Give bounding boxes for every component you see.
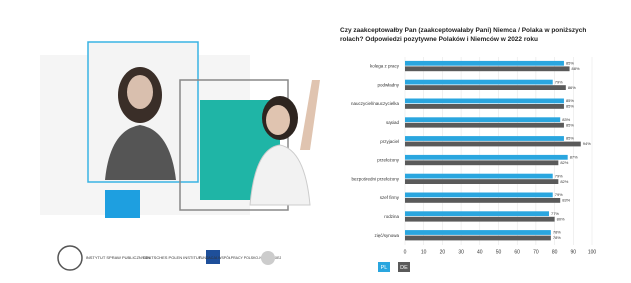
value-label: 85% [566, 98, 574, 103]
value-label: 79% [555, 173, 563, 178]
y-tick-label: sąsiad [386, 120, 400, 125]
y-tick-label: nauczyciel/nauczycielka [351, 101, 400, 106]
value-label: 83% [562, 198, 570, 203]
bar [405, 179, 558, 184]
bar [405, 211, 549, 216]
y-tick-label: rodzina [384, 214, 399, 219]
legend-label: DE [400, 265, 408, 271]
bar [405, 142, 581, 147]
logo-text: DEUTSCHES POLEN INSTITUT [143, 255, 202, 260]
bar [405, 85, 566, 90]
chart-title: Czy zaakceptowałby Pan (zaakceptowałaby … [340, 26, 600, 44]
bar [405, 123, 564, 128]
logo-text: INSTYTUT SPRAW PUBLICZNYCH [86, 255, 151, 260]
y-tick-label: podwładny [377, 82, 399, 87]
value-label: 85% [566, 104, 574, 109]
x-tick-label: 60 [514, 249, 520, 255]
bar [405, 155, 568, 160]
bar [405, 61, 564, 66]
bar [405, 198, 560, 203]
x-tick-label: 40 [477, 249, 483, 255]
x-tick-label: 80 [552, 249, 558, 255]
x-tick-label: 30 [458, 249, 464, 255]
y-tick-label: bezpośredni przełożony [351, 176, 399, 181]
value-label: 80% [557, 216, 565, 221]
bar [405, 117, 560, 122]
value-label: 85% [566, 122, 574, 127]
bar [405, 80, 553, 85]
x-tick-label: 100 [588, 249, 597, 255]
page: INSTYTUT SPRAW PUBLICZNYCH DEUTSCHES POL… [0, 0, 631, 283]
y-tick-label: szef firmy [380, 195, 400, 200]
value-label: 82% [560, 160, 568, 165]
person-face [127, 75, 153, 109]
bar [405, 193, 553, 198]
x-tick-label: 90 [571, 249, 577, 255]
value-label: 87% [570, 154, 578, 159]
value-label: 78% [553, 235, 561, 240]
y-tick-label: przyjaciel [380, 139, 399, 144]
y-tick-label: kolega z pracy [370, 64, 400, 69]
bar [405, 230, 551, 235]
value-label: 77% [551, 211, 559, 216]
bar [405, 136, 564, 141]
value-label: 86% [568, 85, 576, 90]
value-label: 85% [566, 60, 574, 65]
value-label: 79% [555, 79, 563, 84]
bar [405, 66, 570, 71]
value-label: 82% [560, 179, 568, 184]
value-label: 94% [583, 141, 591, 146]
bar [405, 104, 564, 109]
legend-label: PL [381, 265, 388, 271]
value-label: 88% [572, 66, 580, 71]
bar [405, 174, 553, 179]
x-tick-label: 0 [404, 249, 407, 255]
bar [405, 236, 551, 241]
x-tick-label: 10 [421, 249, 427, 255]
value-label: 79% [555, 192, 563, 197]
value-label: 78% [553, 230, 561, 235]
x-tick-label: 20 [440, 249, 446, 255]
logo-mark [261, 251, 275, 265]
blue-square [105, 190, 140, 218]
x-tick-label: 50 [496, 249, 502, 255]
y-tick-label: zięć/synowa [374, 233, 399, 238]
bar [405, 99, 564, 104]
person-face [266, 105, 290, 135]
title-box: Czy zaakceptowałby Pan (zaakceptowałaby … [340, 26, 600, 52]
bar [405, 217, 555, 222]
bar [405, 160, 558, 165]
x-tick-label: 70 [533, 249, 539, 255]
value-label: 85% [566, 136, 574, 141]
value-label: 83% [562, 117, 570, 122]
y-tick-label: przełożony [377, 158, 400, 163]
